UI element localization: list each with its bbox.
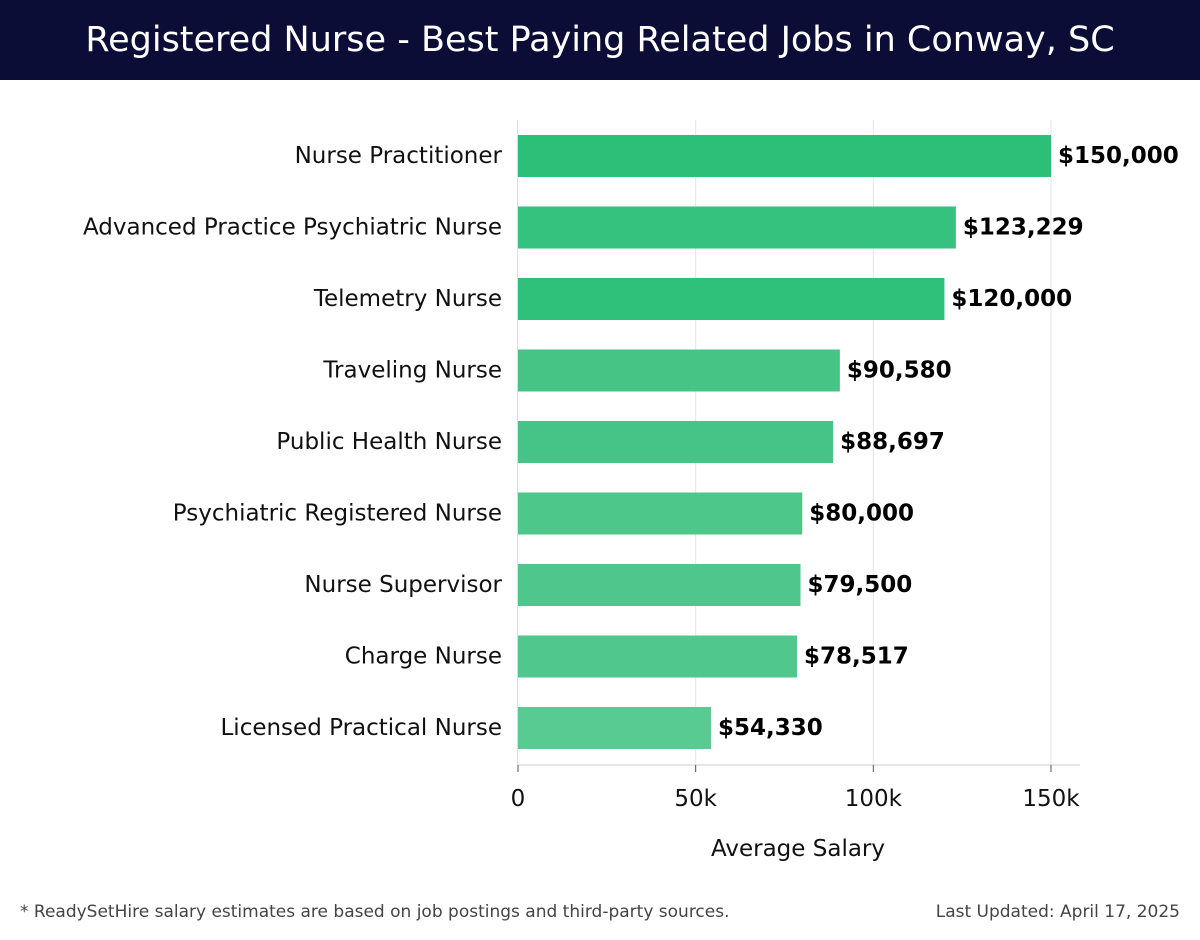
value-label: $123,229 <box>963 215 1084 241</box>
footnote: * ReadySetHire salary estimates are base… <box>20 902 730 922</box>
value-label: $88,697 <box>840 429 945 455</box>
bar <box>518 135 1051 177</box>
x-tick-label: 150k <box>1022 786 1080 812</box>
value-label: $78,517 <box>804 644 909 670</box>
x-axis-title: Average Salary <box>711 836 885 862</box>
bar <box>518 564 801 606</box>
category-label: Charge Nurse <box>345 644 502 670</box>
value-label: $54,330 <box>718 715 823 741</box>
bar <box>518 635 797 678</box>
x-tick-label: 50k <box>674 786 717 812</box>
value-label: $120,000 <box>951 286 1072 312</box>
category-label: Nurse Practitioner <box>295 143 503 169</box>
bar-chart: Nurse Practitioner $150,000 Advanced Pract… <box>83 120 1179 862</box>
value-label: $90,580 <box>847 358 952 384</box>
bar <box>518 707 712 749</box>
bar <box>518 492 803 535</box>
category-label: Psychiatric Registered Nurse <box>173 501 502 527</box>
category-label: Public Health Nurse <box>276 429 502 455</box>
value-label: $150,000 <box>1058 143 1179 169</box>
bar <box>518 278 945 320</box>
bar <box>518 349 840 392</box>
value-label: $80,000 <box>809 501 914 527</box>
chart-header: Registered Nurse - Best Paying Related J… <box>0 0 1200 80</box>
bar <box>518 206 956 249</box>
bar <box>518 421 834 463</box>
category-label: Traveling Nurse <box>322 358 502 384</box>
category-label: Telemetry Nurse <box>313 286 502 312</box>
category-label: Nurse Supervisor <box>304 572 502 598</box>
x-tick-label: 0 <box>511 786 526 812</box>
category-label: Licensed Practical Nurse <box>220 715 502 741</box>
x-tick-label: 100k <box>845 786 903 812</box>
last-updated: Last Updated: April 17, 2025 <box>935 902 1180 922</box>
chart-title: Registered Nurse - Best Paying Related J… <box>85 20 1115 60</box>
value-label: $79,500 <box>807 572 912 598</box>
category-label: Advanced Practice Psychiatric Nurse <box>83 215 502 241</box>
